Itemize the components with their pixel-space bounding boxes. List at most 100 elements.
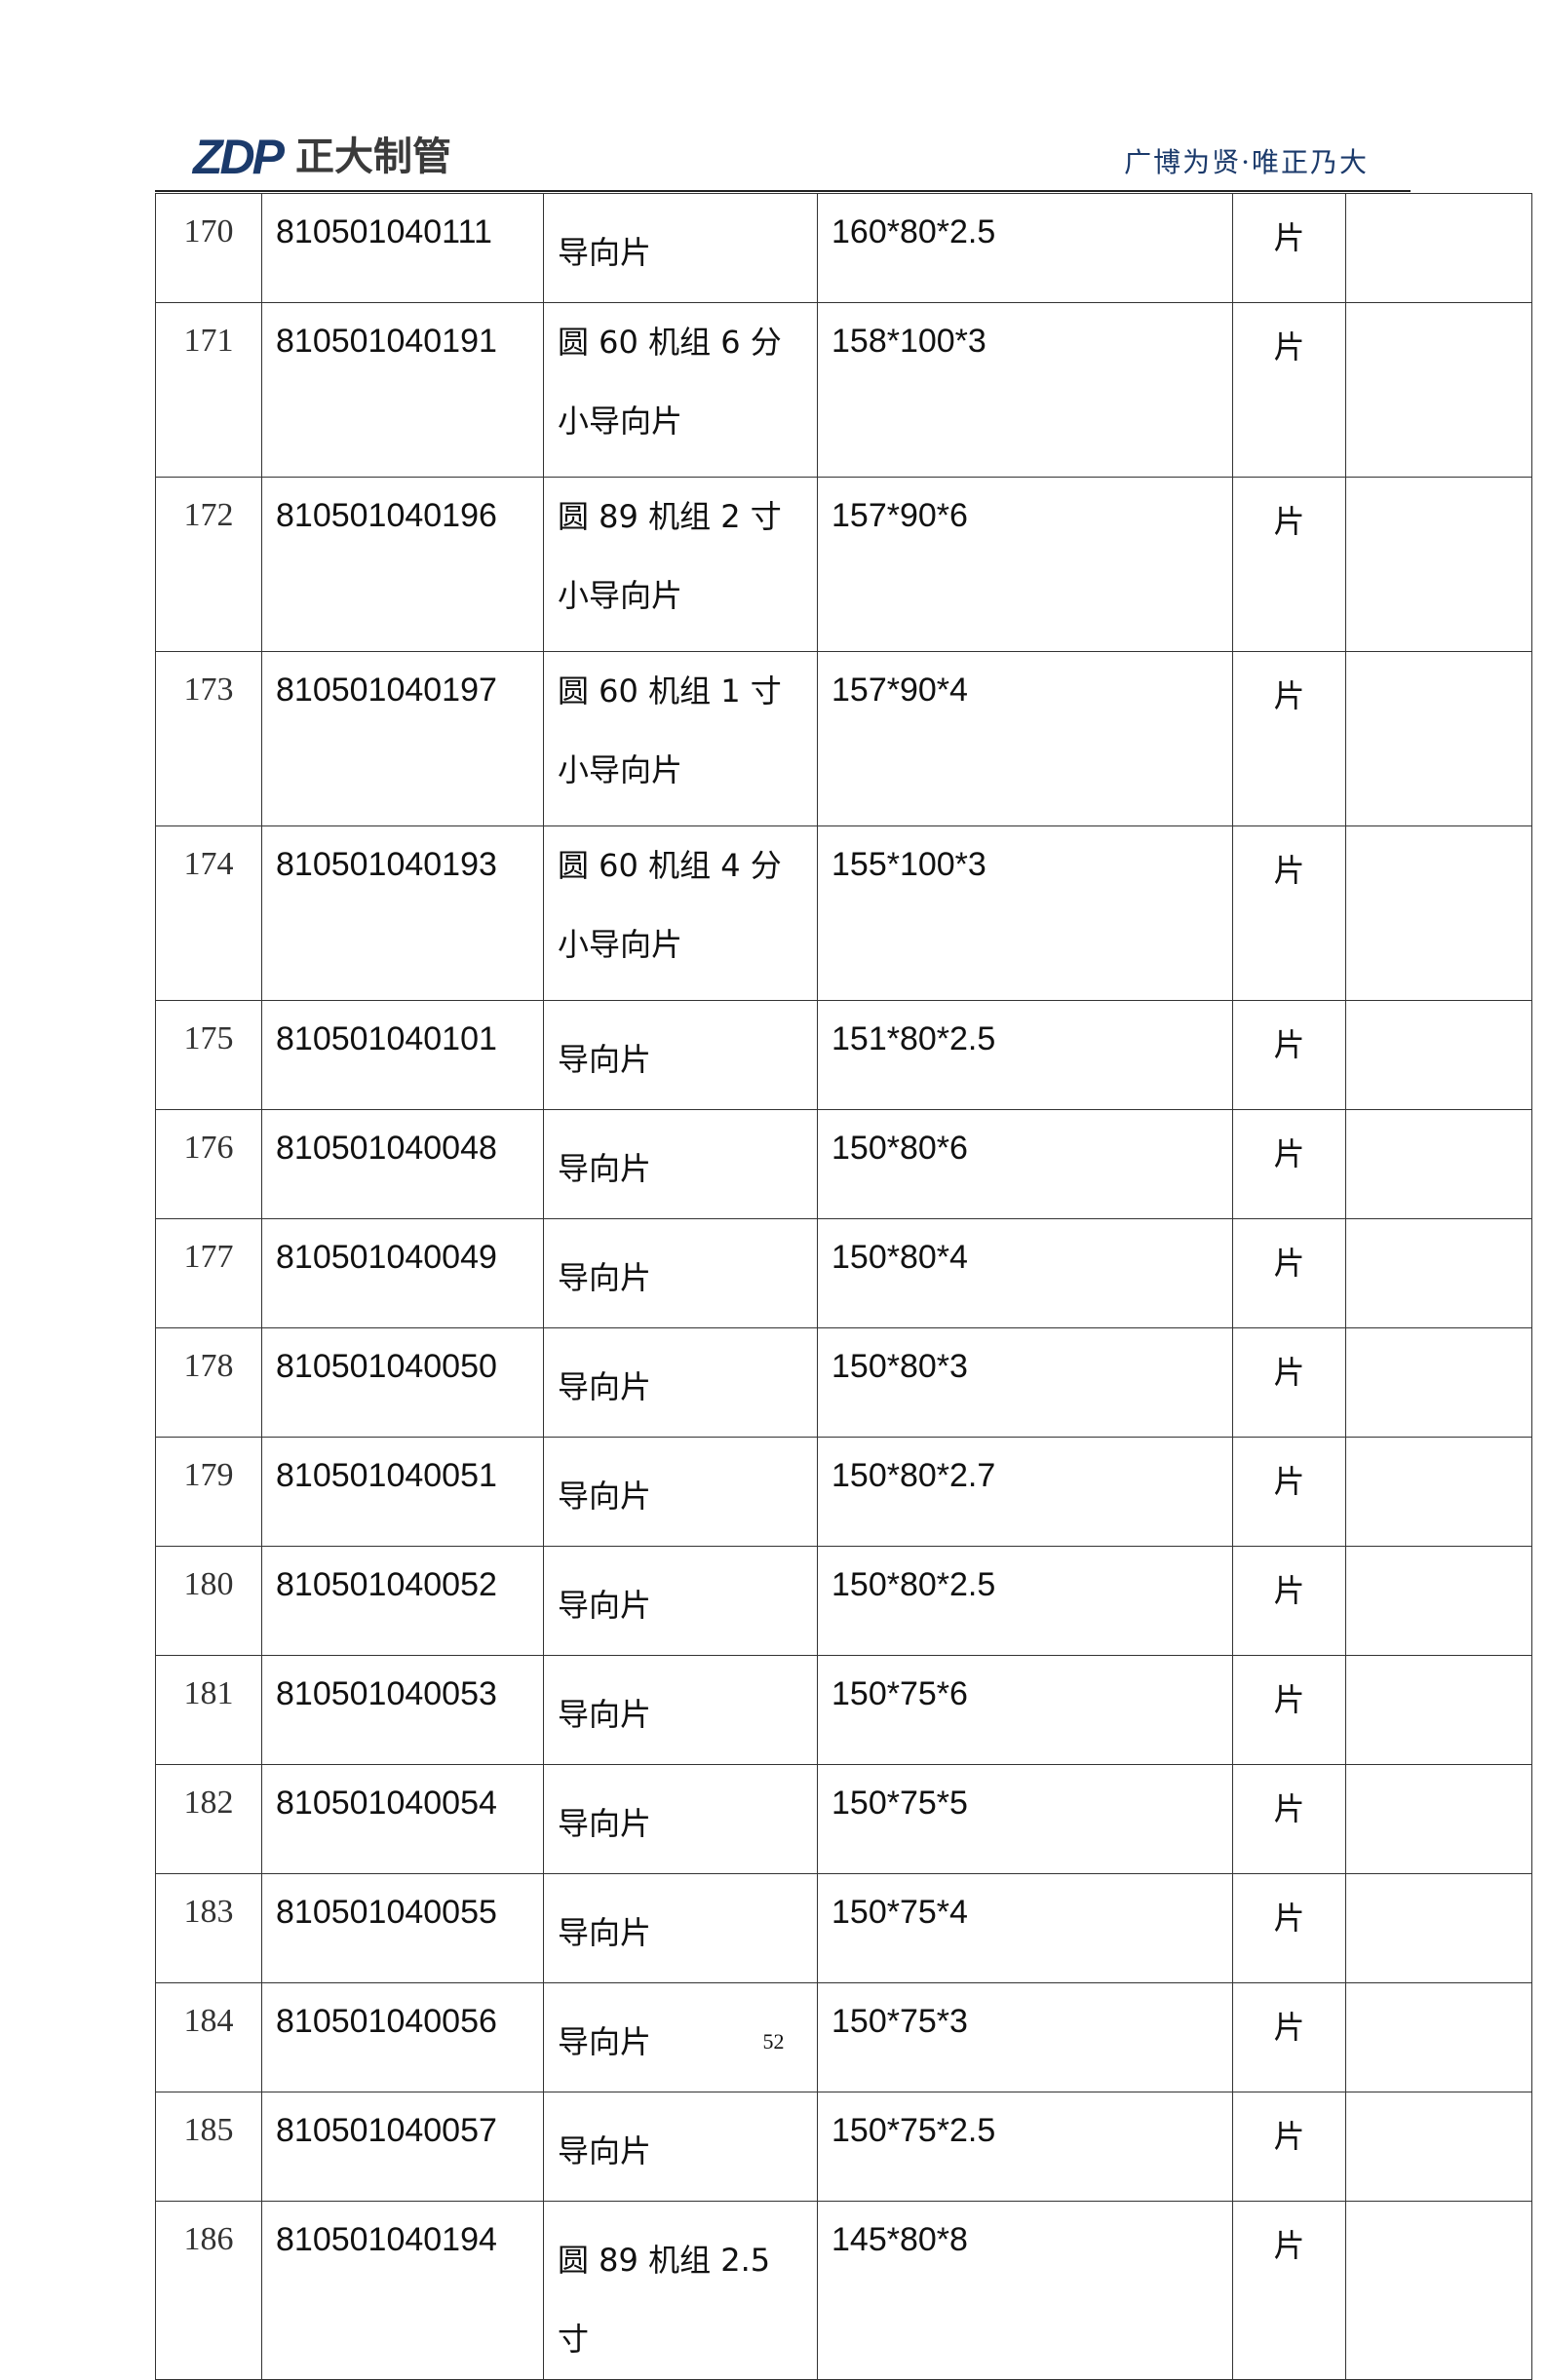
table-row: 186 810501040194 圆 89 机组 2.5 寸 145*80*8 片 (155, 2201, 1532, 2380)
material-code: 810501040056 (261, 1982, 544, 2092)
item-note (1345, 651, 1532, 826)
item-spec: 157*90*6 (817, 477, 1233, 652)
item-name: 导向片 (543, 1109, 818, 1219)
item-note (1345, 1546, 1532, 1656)
item-name: 导向片 (543, 1546, 818, 1656)
item-unit: 片 (1232, 1655, 1346, 1765)
row-number: 182 (155, 1764, 262, 1874)
table-row: 185 810501040057 导向片 150*75*2.5 片 (155, 2092, 1532, 2202)
table-row: 173 810501040197 圆 60 机组 1 寸小导向片 157*90*4 片 (155, 651, 1532, 826)
item-name: 导向片 (543, 1873, 818, 1983)
row-number: 171 (155, 302, 262, 478)
material-code: 810501040052 (261, 1546, 544, 1656)
item-spec: 150*75*6 (817, 1655, 1233, 1765)
table-row: 180 810501040052 导向片 150*80*2.5 片 (155, 1546, 1532, 1656)
item-note (1345, 477, 1532, 652)
item-unit: 片 (1232, 193, 1346, 303)
item-spec: 150*75*4 (817, 1873, 1233, 1983)
item-spec: 151*80*2.5 (817, 1000, 1233, 1110)
material-code: 810501040197 (261, 651, 544, 826)
item-unit: 片 (1232, 302, 1346, 478)
item-unit: 片 (1232, 651, 1346, 826)
company-logo: ZDP 正大制管 (193, 133, 451, 181)
material-code: 810501040196 (261, 477, 544, 652)
item-note (1345, 2092, 1532, 2202)
item-spec: 150*75*2.5 (817, 2092, 1233, 2202)
row-number: 186 (155, 2201, 262, 2380)
row-number: 179 (155, 1437, 262, 1547)
logo-mark: ZDP (193, 130, 285, 184)
item-note (1345, 1437, 1532, 1547)
item-note (1345, 302, 1532, 478)
item-name: 导向片 (543, 1218, 818, 1328)
table-row: 179 810501040051 导向片 150*80*2.7 片 (155, 1437, 1532, 1547)
material-code: 810501040193 (261, 825, 544, 1001)
row-number: 181 (155, 1655, 262, 1765)
item-spec: 160*80*2.5 (817, 193, 1233, 303)
table-row: 182 810501040054 导向片 150*75*5 片 (155, 1764, 1532, 1874)
table-row: 181 810501040053 导向片 150*75*6 片 (155, 1655, 1532, 1765)
item-name: 导向片 (543, 1437, 818, 1547)
material-code: 810501040051 (261, 1437, 544, 1547)
item-spec: 150*75*3 (817, 1982, 1233, 2092)
row-number: 172 (155, 477, 262, 652)
page-number: 52 (762, 2029, 785, 2054)
table-row: 178 810501040050 导向片 150*80*3 片 (155, 1327, 1532, 1438)
item-name: 圆 60 机组 4 分小导向片 (543, 825, 818, 1001)
item-name: 导向片 (543, 2092, 818, 2202)
item-unit: 片 (1232, 1437, 1346, 1547)
item-unit: 片 (1232, 1109, 1346, 1219)
table-row: 170 810501040111 导向片 160*80*2.5 片 (155, 193, 1532, 303)
item-spec: 157*90*4 (817, 651, 1233, 826)
item-spec: 150*80*6 (817, 1109, 1233, 1219)
row-number: 180 (155, 1546, 262, 1656)
item-spec: 150*80*2.7 (817, 1437, 1233, 1547)
table-row: 177 810501040049 导向片 150*80*4 片 (155, 1218, 1532, 1328)
material-code: 810501040053 (261, 1655, 544, 1765)
item-unit: 片 (1232, 1327, 1346, 1438)
item-unit: 片 (1232, 1873, 1346, 1983)
material-code: 810501040111 (261, 193, 544, 303)
item-note (1345, 193, 1532, 303)
material-code: 810501040191 (261, 302, 544, 478)
item-name: 导向片 (543, 193, 818, 303)
item-spec: 155*100*3 (817, 825, 1233, 1001)
item-note (1345, 1000, 1532, 1110)
material-code: 810501040057 (261, 2092, 544, 2202)
item-note (1345, 1764, 1532, 1874)
table-row: 176 810501040048 导向片 150*80*6 片 (155, 1109, 1532, 1219)
item-unit: 片 (1232, 1218, 1346, 1328)
material-code: 810501040054 (261, 1764, 544, 1874)
item-name: 圆 60 机组 1 寸小导向片 (543, 651, 818, 826)
item-note (1345, 825, 1532, 1001)
item-spec: 150*80*4 (817, 1218, 1233, 1328)
row-number: 173 (155, 651, 262, 826)
table-row: 174 810501040193 圆 60 机组 4 分小导向片 155*100*3 片 (155, 825, 1532, 1001)
logo-company-name: 正大制管 (295, 134, 451, 179)
item-note (1345, 1327, 1532, 1438)
item-unit: 片 (1232, 825, 1346, 1001)
table-row: 171 810501040191 圆 60 机组 6 分小导向片 158*100*3 片 (155, 302, 1532, 478)
table-row: 172 810501040196 圆 89 机组 2 寸小导向片 157*90*6 片 (155, 477, 1532, 652)
row-number: 185 (155, 2092, 262, 2202)
row-number: 177 (155, 1218, 262, 1328)
item-note (1345, 1982, 1532, 2092)
item-unit: 片 (1232, 2092, 1346, 2202)
material-code: 810501040101 (261, 1000, 544, 1110)
item-note (1345, 1109, 1532, 1219)
row-number: 176 (155, 1109, 262, 1219)
item-note (1345, 1655, 1532, 1765)
item-unit: 片 (1232, 1764, 1346, 1874)
item-spec: 150*75*5 (817, 1764, 1233, 1874)
row-number: 170 (155, 193, 262, 303)
row-number: 183 (155, 1873, 262, 1983)
item-name: 导向片 (543, 1655, 818, 1765)
material-code: 810501040194 (261, 2201, 544, 2380)
item-name: 圆 60 机组 6 分小导向片 (543, 302, 818, 478)
item-spec: 158*100*3 (817, 302, 1233, 478)
table-row: 175 810501040101 导向片 151*80*2.5 片 (155, 1000, 1532, 1110)
item-unit: 片 (1232, 1546, 1346, 1656)
item-name: 圆 89 机组 2 寸小导向片 (543, 477, 818, 652)
item-name: 导向片 (543, 1764, 818, 1874)
material-code: 810501040055 (261, 1873, 544, 1983)
